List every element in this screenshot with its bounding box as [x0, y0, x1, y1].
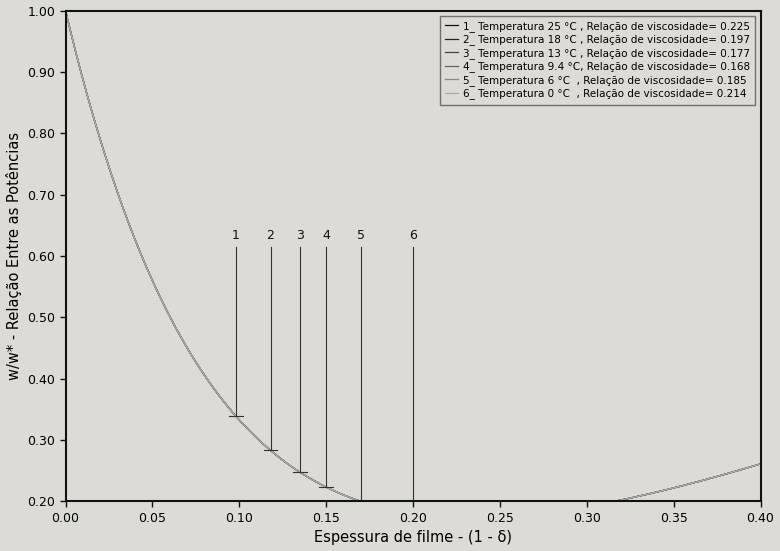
Y-axis label: w/w* - Relação Entre as Potências: w/w* - Relação Entre as Potências: [5, 132, 22, 380]
Text: 3: 3: [296, 229, 304, 242]
Text: 6: 6: [409, 229, 417, 242]
Text: 4: 4: [322, 229, 330, 242]
Text: 1: 1: [232, 229, 239, 242]
Legend: 1_ Temperatura 25 °C , Relação de viscosidade= 0.225, 2_ Temperatura 18 °C , Rel: 1_ Temperatura 25 °C , Relação de viscos…: [440, 16, 755, 105]
Text: 2: 2: [267, 229, 275, 242]
X-axis label: Espessura de filme - (1 - δ): Espessura de filme - (1 - δ): [314, 531, 512, 545]
Text: 5: 5: [357, 229, 365, 242]
